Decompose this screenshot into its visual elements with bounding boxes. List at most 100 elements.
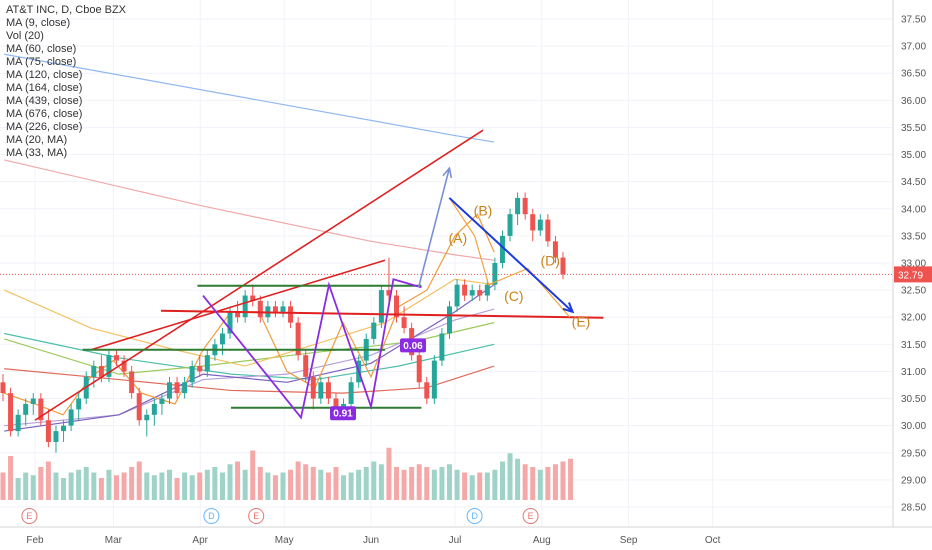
candle-body	[121, 360, 127, 372]
volume-bar	[295, 461, 301, 500]
volume-bar	[166, 469, 172, 500]
channel-line	[34, 129, 484, 421]
candle-body	[129, 371, 135, 394]
candle-body	[45, 420, 51, 442]
legend-item[interactable]: MA (226, close)	[6, 121, 83, 133]
legend-item[interactable]: MA (439, close)	[6, 95, 83, 107]
volume-bar	[250, 450, 256, 500]
volume-bar	[212, 467, 218, 500]
price-axis[interactable]: 37.50 37.00 36.50 36.00 35.50 35.00 34.50 34.00…	[892, 0, 932, 527]
candle-body	[136, 393, 142, 421]
wave-label: (A)	[448, 230, 467, 246]
time-tick-label: Apr	[192, 535, 208, 546]
volume-bar	[38, 467, 44, 500]
event-marker	[248, 508, 265, 524]
volume-bar	[303, 464, 309, 500]
candle-body	[166, 382, 172, 399]
candle-body	[182, 382, 188, 394]
ma-line	[4, 159, 495, 261]
volume-bar	[136, 461, 142, 500]
volume-bar	[492, 469, 498, 500]
grid	[0, 0, 893, 527]
symbol-title[interactable]: AT&T INC, D, Cboe BZX	[6, 4, 127, 16]
legend-item[interactable]: MA (33, MA)	[6, 147, 68, 159]
candle-body	[242, 295, 248, 318]
event-marker-label: D	[208, 511, 215, 521]
volume-bar	[537, 469, 543, 500]
wave-label: (E)	[572, 313, 591, 329]
trend-arrow	[417, 167, 451, 288]
event-marker	[522, 508, 539, 524]
volume-bar	[8, 456, 14, 500]
volume-bar	[522, 464, 528, 500]
candle-body	[219, 333, 225, 345]
projection-arrow-head	[562, 302, 575, 314]
volume-bar	[242, 469, 248, 500]
volume-bar	[552, 464, 558, 500]
candle-body	[30, 398, 36, 404]
volume-bar	[477, 472, 483, 500]
candle-body	[492, 263, 498, 285]
volume-bar	[431, 469, 437, 500]
volume-bar	[515, 458, 521, 500]
candle-body	[325, 382, 331, 399]
price-tick-label: 30.50	[901, 394, 926, 405]
volume-bar	[363, 467, 369, 500]
time-axis[interactable]: Feb Mar Apr May Jun Jul Aug Sep Oct	[0, 526, 932, 546]
ratio-tag	[400, 338, 426, 353]
volume-bar	[386, 447, 392, 500]
candle-body	[462, 284, 468, 296]
price-tick-label: 35.50	[901, 123, 926, 134]
volume-bar	[98, 478, 104, 500]
candle-body	[515, 197, 521, 215]
legend-item[interactable]: MA (20, MA)	[6, 134, 68, 146]
volume-bar	[174, 478, 180, 500]
indicator-legend: AT&T INC, D, Cboe BZX MA (9, close) Vol (…	[6, 4, 126, 160]
candle-body	[439, 333, 445, 361]
legend-item[interactable]: MA (9, close)	[6, 17, 71, 29]
volume-bar	[257, 467, 263, 500]
wave-label: (D)	[540, 253, 559, 269]
volume-bar	[325, 472, 331, 500]
price-tick-label: 35.00	[901, 150, 926, 161]
candle-body	[530, 214, 536, 231]
volume-bar	[545, 467, 551, 500]
legend-item[interactable]: MA (164, close)	[6, 82, 83, 94]
candle-body	[151, 403, 157, 415]
price-tick-label: 34.00	[901, 204, 926, 215]
wave-label: (B)	[474, 202, 493, 218]
legend-item[interactable]: MA (75, close)	[6, 56, 77, 68]
candle-body	[416, 355, 422, 383]
candle-body	[280, 306, 286, 312]
candle-body	[431, 360, 437, 399]
volume-bar	[280, 472, 286, 500]
legend-item[interactable]: MA (676, close)	[6, 108, 83, 120]
volume-bar	[356, 469, 362, 500]
candle-body	[174, 382, 180, 394]
candle-body	[0, 382, 6, 394]
time-tick-label: Oct	[705, 535, 721, 546]
volume-bar	[219, 472, 225, 500]
volume-bar	[401, 469, 407, 500]
trend-arrow-head	[442, 166, 453, 179]
candle-body	[477, 290, 483, 296]
price-tick-label: 32.50	[901, 286, 926, 297]
event-marker-label: E	[253, 511, 259, 521]
ratio-tag-text: 0.06	[403, 341, 423, 352]
volume-bar	[182, 472, 188, 500]
candle-body	[560, 257, 566, 275]
legend-item[interactable]: MA (120, close)	[6, 69, 83, 81]
price-tick-label: 29.50	[901, 448, 926, 459]
candle-body	[303, 355, 309, 377]
legend-item[interactable]: MA (60, close)	[6, 43, 77, 55]
volume-bar	[288, 469, 294, 500]
volume-bar	[159, 472, 165, 500]
legend-item[interactable]: Vol (20)	[6, 30, 44, 42]
volume-bar	[416, 464, 422, 500]
volume-bar	[189, 475, 195, 500]
candle-body	[189, 366, 195, 383]
event-marker-label: E	[26, 511, 32, 521]
volume-bar	[204, 469, 210, 500]
